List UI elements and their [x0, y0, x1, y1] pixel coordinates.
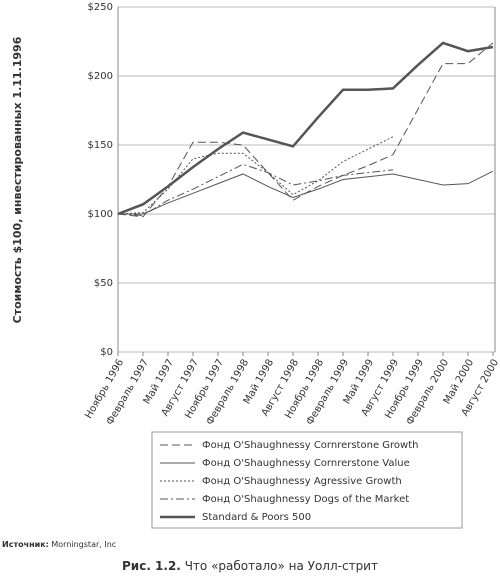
caption-text: Что «работало» на Уолл-стрит: [185, 559, 378, 573]
y-tick-label: $50: [94, 278, 113, 289]
y-tick-label: $0: [100, 347, 113, 358]
source-label: Источник:: [2, 540, 49, 549]
legend-label: Фонд O'Shaughnessy Dogs of the Market: [202, 494, 409, 505]
source-text: Morningstar, Inc: [51, 540, 116, 549]
legend-label: Фонд O'Shaughnessy Cornrerstone Growth: [202, 440, 418, 451]
y-axis-label: Стоимость $100, инвестированных 1.11.199…: [11, 36, 24, 323]
y-tick-label: $200: [88, 71, 113, 82]
series-line: [117, 136, 394, 215]
y-tick-label: $150: [88, 140, 113, 151]
legend-box: [151, 431, 463, 529]
series-line: [117, 163, 394, 216]
caption: Рис. 1.2. Что «работало» на Уолл-стрит: [122, 559, 378, 573]
series-line: [118, 170, 494, 215]
y-tick-label: $250: [88, 2, 113, 13]
source: Источник: Morningstar, Inc: [2, 540, 116, 549]
series-line: [117, 42, 494, 218]
legend-label: Standard & Poors 500: [202, 512, 311, 523]
caption-label: Рис. 1.2.: [122, 559, 181, 573]
legend-label: Фонд O'Shaughnessy Cornrerstone Value: [202, 458, 410, 469]
series-line: [117, 41, 494, 216]
y-tick-label: $100: [88, 209, 113, 220]
legend-label: Фонд O'Shaughnessy Agressive Growth: [202, 476, 402, 487]
